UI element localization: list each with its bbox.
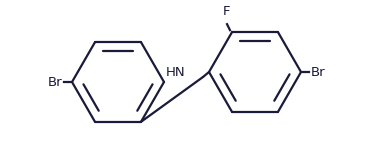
Text: F: F (223, 5, 231, 18)
Text: HN: HN (165, 66, 185, 78)
Text: Br: Br (47, 75, 62, 88)
Text: Br: Br (311, 66, 326, 78)
